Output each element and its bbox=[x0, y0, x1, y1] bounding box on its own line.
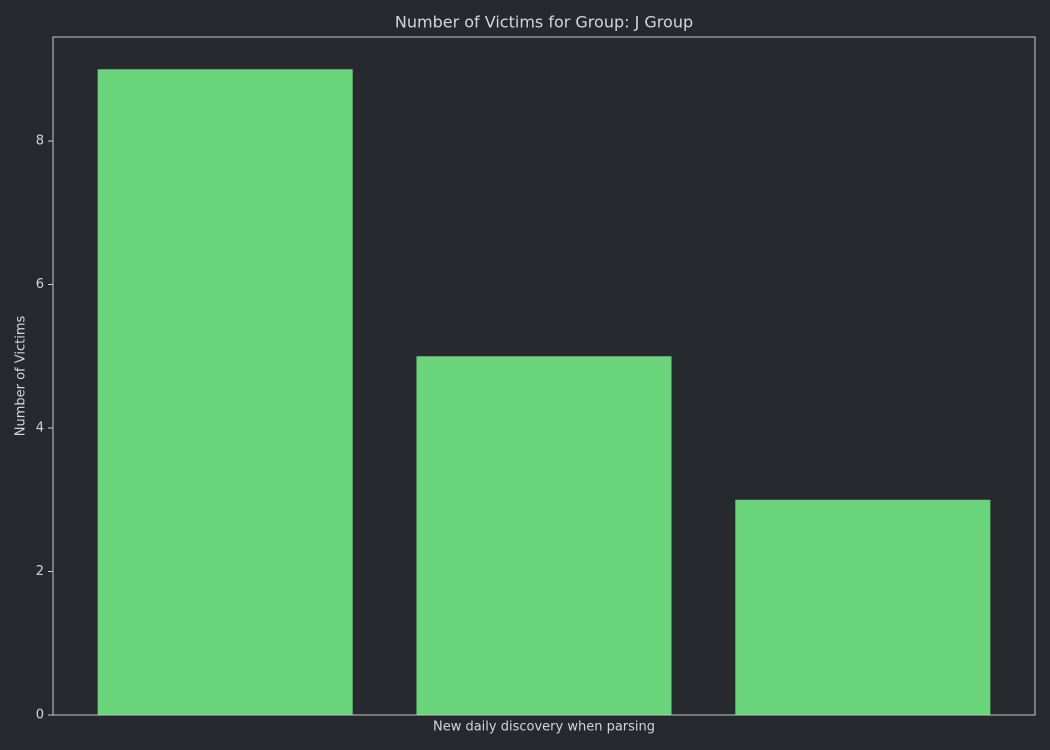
y-axis-label: Number of Victims bbox=[14, 316, 29, 437]
bar bbox=[97, 69, 353, 716]
y-tick-label: 6 bbox=[36, 277, 44, 292]
plot-frame bbox=[52, 36, 1036, 716]
y-tick-label: 2 bbox=[36, 564, 44, 579]
y-tick-label: 8 bbox=[36, 134, 44, 149]
x-axis-label: New daily discovery when parsing bbox=[433, 720, 655, 735]
y-tick-label: 4 bbox=[36, 421, 44, 436]
y-tick-label: 0 bbox=[36, 708, 44, 723]
chart-title: Number of Victims for Group: J Group bbox=[395, 13, 693, 32]
bar bbox=[735, 499, 991, 715]
bar bbox=[416, 356, 672, 715]
